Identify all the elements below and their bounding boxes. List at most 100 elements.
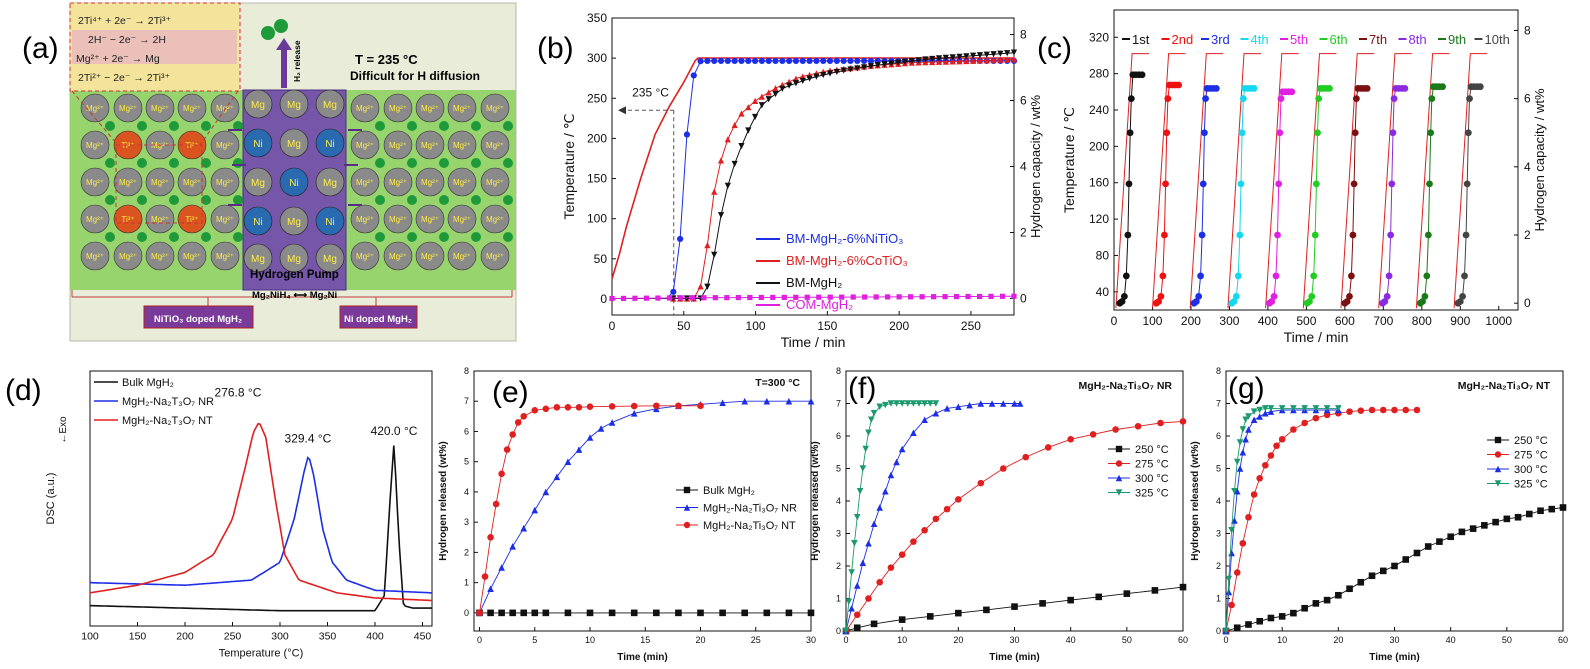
data-point [1212, 85, 1220, 92]
ti-ion [177, 130, 207, 160]
data-point [1385, 272, 1393, 280]
y-tick-label: 6 [464, 426, 469, 436]
data-point [970, 52, 977, 59]
y-tick-label: 0 [836, 626, 841, 636]
data-point [653, 609, 660, 617]
data-point [1239, 426, 1247, 433]
series-line [845, 403, 1021, 632]
data-point [1067, 596, 1074, 604]
data-point [976, 52, 984, 59]
data-point [670, 288, 677, 295]
data-point [735, 294, 741, 301]
x-tick-label: 450 [414, 631, 432, 643]
y-tick-label: 1 [836, 594, 841, 604]
data-point [586, 403, 594, 410]
data-point [1163, 129, 1171, 137]
data-point [1157, 292, 1165, 300]
mg-ion-label: Mg²⁺ [183, 178, 201, 187]
x-axis-label: Temperature (°C) [219, 648, 303, 660]
hydrogen-atom [169, 232, 179, 242]
x-tick-label: 300 [271, 631, 289, 643]
x-tick-label: 400 [1258, 314, 1278, 328]
mg-ion [447, 93, 477, 123]
data-point [1423, 272, 1431, 280]
data-point [893, 400, 900, 407]
data-point [1239, 95, 1247, 103]
panel-label-d: (d) [5, 374, 42, 407]
y-tick-label: 0 [464, 608, 469, 618]
data-point [630, 609, 638, 617]
x-tick-label: 60 [1178, 635, 1188, 645]
legend-label: 4th [1251, 32, 1269, 47]
mg-ion [383, 241, 413, 271]
y-tick-label: 40 [1096, 285, 1110, 299]
mg-ion-label: Mg²⁺ [421, 178, 439, 187]
x-tick-label: 0 [477, 635, 482, 645]
y-tick-label: 2 [1216, 561, 1221, 571]
mg-ion-label: Mg²⁺ [421, 104, 439, 113]
data-point [943, 505, 951, 513]
mg-ion [113, 167, 143, 197]
y-tick-label: 5 [836, 464, 841, 474]
data-point [861, 57, 868, 64]
data-point [770, 294, 776, 301]
data-point [904, 400, 912, 407]
y2-tick-label: 8 [1020, 28, 1027, 42]
pump-atom-label: Mg [251, 178, 265, 189]
data-point [1089, 431, 1097, 438]
data-point [683, 504, 691, 511]
mg-ion [210, 167, 240, 197]
y-tick-label: 50 [594, 252, 608, 266]
x-tick-label: 1000 [1485, 314, 1512, 328]
mg-ion [177, 167, 207, 197]
data-point [763, 609, 771, 617]
data-point [632, 295, 638, 301]
pump-atom [315, 89, 345, 119]
pump-atom [243, 167, 273, 197]
data-point [1250, 85, 1258, 92]
data-point [1162, 180, 1169, 188]
mg-ion [447, 167, 477, 197]
data-point [763, 397, 771, 405]
reaction-line-3: Mg²⁺ + 2e⁻ → Mg [76, 53, 160, 65]
data-point [896, 294, 902, 300]
hydrogen-atom [169, 158, 179, 168]
legend-label: 9th [1448, 32, 1466, 47]
h2-release-label: H₂ release [292, 40, 302, 82]
mg-ion [80, 93, 110, 123]
temperature-line [1415, 53, 1450, 309]
data-point [751, 97, 759, 105]
data-point [1548, 505, 1556, 513]
hydrogen-atom [471, 195, 481, 205]
data-point [597, 425, 605, 432]
data-point [853, 582, 861, 589]
data-point [724, 295, 730, 301]
data-point [847, 66, 854, 73]
mg-ion [480, 130, 510, 160]
mg-ion [415, 167, 445, 197]
data-point [758, 57, 765, 64]
data-point [1115, 445, 1123, 453]
data-point [745, 104, 752, 111]
data-point [1236, 439, 1244, 446]
data-point [1413, 549, 1421, 557]
data-point [1256, 413, 1263, 420]
x-tick-label: 300 [1219, 314, 1239, 328]
data-point [1267, 614, 1275, 622]
legend-label: 275 °C [1514, 450, 1548, 462]
data-point [1335, 405, 1342, 412]
data-point [1195, 292, 1203, 300]
data-point [704, 283, 711, 290]
data-point [859, 559, 867, 567]
y-tick-label: 200 [587, 131, 607, 145]
mg-ion [80, 241, 110, 271]
series-line [1225, 409, 1339, 632]
peak-annotation: 329.4 °C [285, 431, 332, 445]
data-point [1268, 298, 1276, 305]
mg-ion-label: Mg²⁺ [453, 215, 471, 224]
hydrogen-atom [233, 121, 243, 131]
legend-label: MgH₂-Na₂Ti₃O₇ NT [703, 520, 796, 532]
data-point [711, 251, 718, 259]
data-point [1357, 407, 1365, 414]
data-point [1368, 406, 1376, 414]
